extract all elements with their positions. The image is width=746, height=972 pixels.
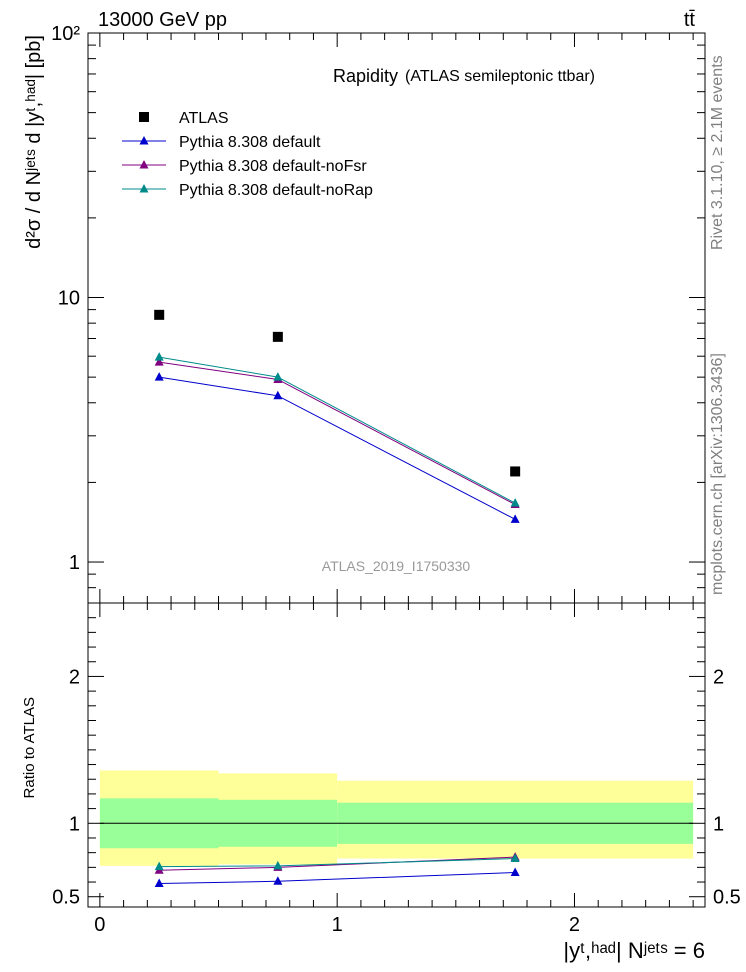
ratio-data-point (510, 867, 520, 876)
ratio-panel: 0.5 0.5 1 1 2 2 0 1 2 Ratio to ATLAS |yᵗ,ʰᵃᵈ| Nʲ… (21, 602, 741, 963)
legend-marker (139, 112, 149, 122)
ratio-data-point (273, 876, 283, 885)
main-series (154, 309, 521, 523)
data-point-atlas (154, 309, 165, 320)
data-point-triangle (510, 498, 520, 507)
chart-title: Rapidity (333, 66, 398, 86)
ratio-y-tick-label: 0.5 (52, 887, 80, 909)
uncertainty-bands (99, 770, 694, 866)
legend-label: ATLAS (179, 110, 229, 127)
data-point-triangle (154, 352, 164, 361)
energy-label: 13000 GeV pp (98, 9, 227, 31)
ratio-y-tick-label-right: 2 (713, 666, 724, 688)
ratio-y-tick-label-right: 0.5 (713, 887, 741, 909)
ratio-data-point (154, 878, 164, 888)
ratio-data-point (510, 853, 520, 863)
rivet-label: Rivet 3.1.10, ≥ 2.1M events (709, 55, 726, 250)
mcplots-label: mcplots.cern.ch [arXiv:1306.3436] (709, 353, 726, 595)
ratio-y-axis-label: Ratio to ATLAS (21, 697, 38, 798)
ratio-data-point (273, 860, 283, 870)
ratio-y-tick-label: 2 (69, 666, 80, 688)
series-line (159, 361, 516, 505)
x-axis-label: |yᵗ,ʰᵃᵈ| Nʲᵉᵗˢ = 6 (563, 938, 705, 963)
x-tick-label: 0 (94, 914, 105, 936)
legend-marker (139, 160, 149, 169)
main-y-tick-label: 10² (51, 23, 80, 45)
process-label: tt̄ (684, 9, 696, 31)
main-axes: 1 10 10² (51, 23, 706, 604)
series-line (159, 356, 516, 504)
ratio-frame (87, 602, 706, 908)
x-tick-label: 2 (569, 914, 580, 936)
ratio-axes: 0.5 0.5 1 1 2 2 0 1 2 (52, 602, 741, 936)
legend-marker (139, 184, 149, 193)
x-tick-label: 1 (332, 914, 343, 936)
data-point-atlas (510, 466, 521, 477)
analysis-watermark: ATLAS_2019_I1750330 (322, 558, 471, 574)
main-y-tick-label: 1 (69, 552, 80, 574)
main-y-axis-label: d²σ / d Nʲᵉᵗˢ d |yᵗ,ʰᵃᵈ| [pb] (23, 35, 45, 249)
series-line (159, 376, 516, 520)
data-point-triangle (510, 514, 520, 523)
ratio-data-point (154, 861, 164, 871)
data-point-triangle (273, 372, 283, 381)
chart-subtitle: (ATLAS semileptonic ttbar) (405, 68, 595, 85)
legend: ATLAS Pythia 8.308 default Pythia 8.308 de… (122, 110, 373, 199)
ratio-series (154, 852, 520, 888)
legend-label: Pythia 8.308 default (179, 134, 321, 151)
legend-marker (139, 136, 149, 145)
ratio-y-tick-label-right: 1 (713, 813, 724, 835)
legend-label: Pythia 8.308 default-noRap (179, 182, 373, 199)
legend-label: Pythia 8.308 default-noFsr (179, 158, 367, 175)
data-point-triangle (273, 390, 283, 400)
ratio-series-line (159, 871, 516, 885)
data-point-triangle (154, 372, 164, 381)
main-y-tick-label: 10 (58, 288, 80, 310)
ratio-y-tick-label: 1 (69, 813, 80, 835)
main-panel: Rapidity (ATLAS semileptonic ttbar) ATLA… (23, 23, 706, 604)
data-point-atlas (272, 331, 283, 342)
data-point-triangle (154, 357, 164, 366)
